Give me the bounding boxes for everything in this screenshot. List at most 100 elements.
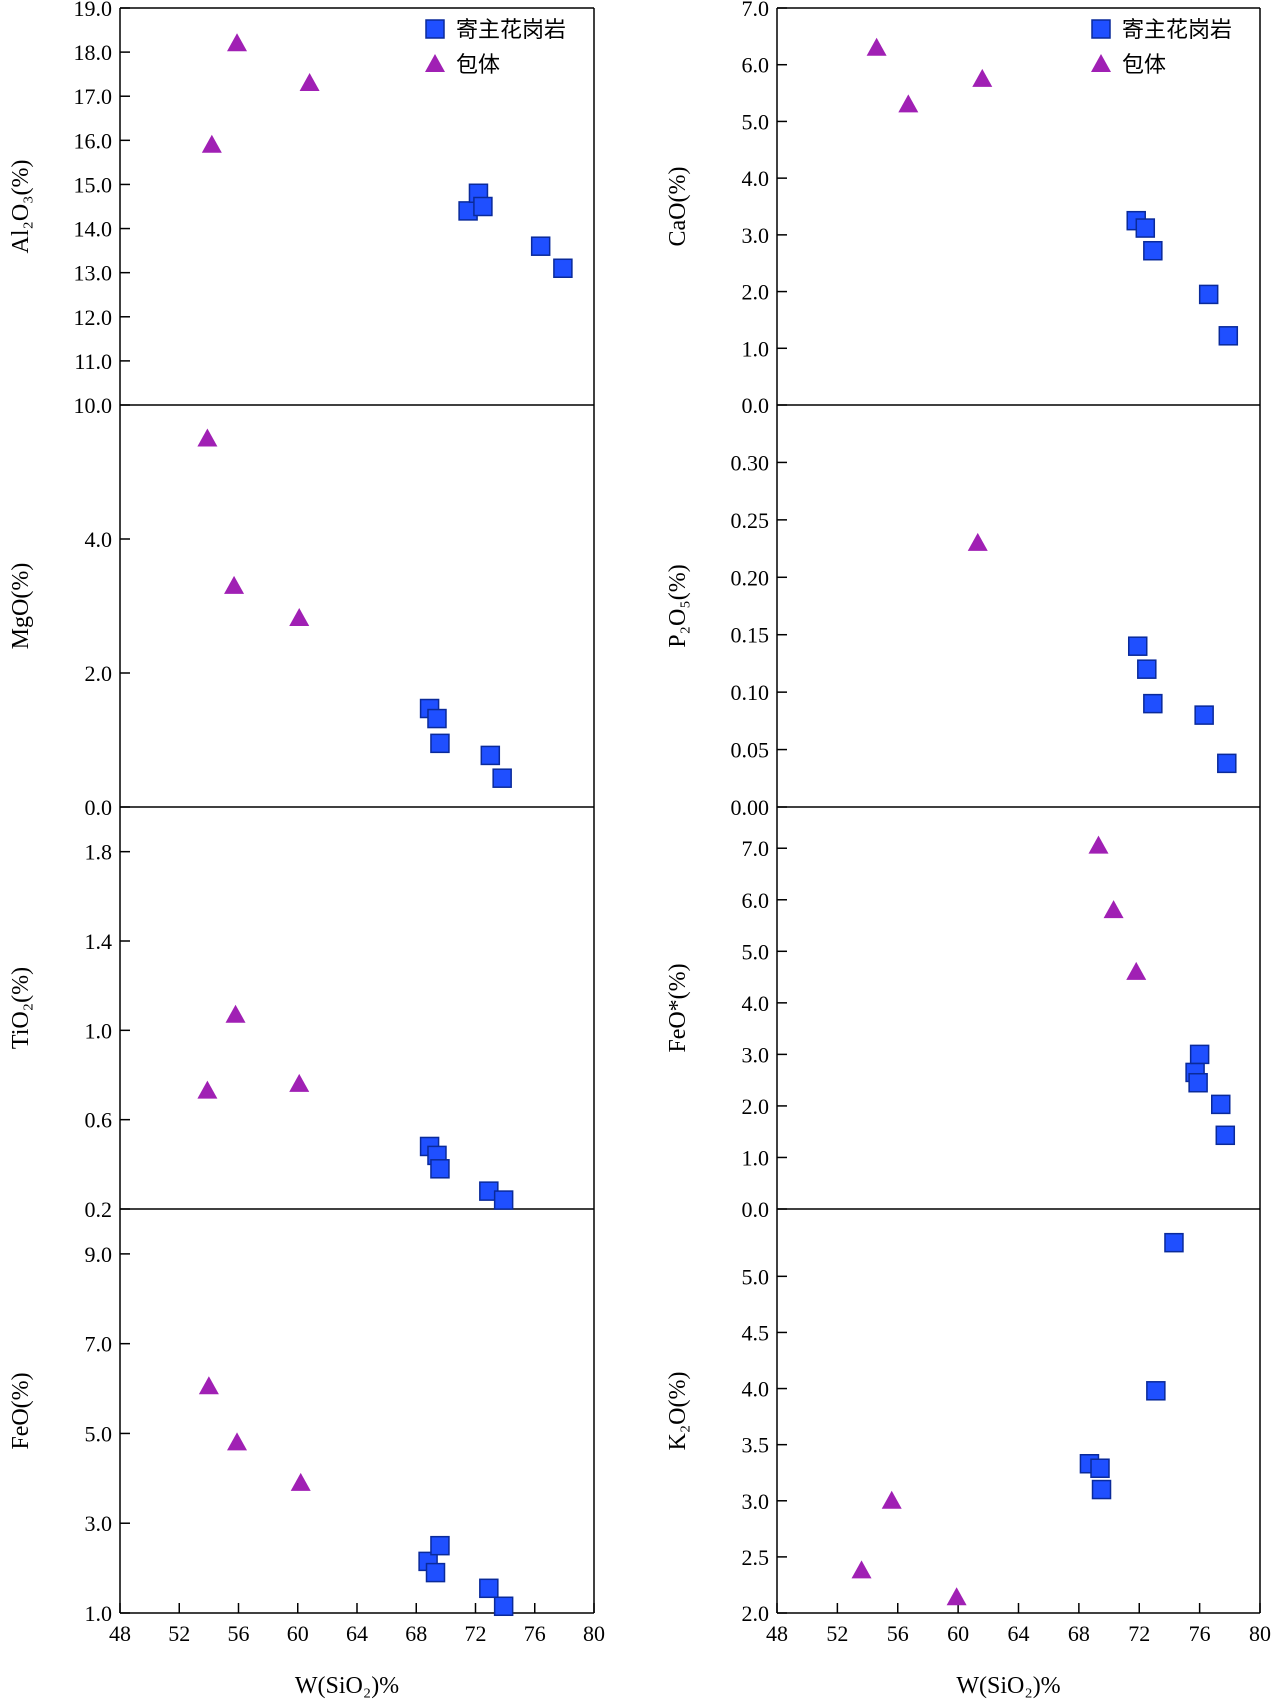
x-tick-label: 64 [1008,1621,1030,1646]
host-granite-point [1135,218,1156,238]
x-tick-label: 72 [465,1621,487,1646]
x-tick-label: 76 [1189,1621,1211,1646]
y-tick-label: 15.0 [74,172,113,197]
y-axis-title: P₂O₅(%) [665,564,691,647]
y-tick-label: 7.0 [742,0,770,21]
y-tick-label: 0.0 [742,1197,770,1222]
host-granite-point [492,768,512,788]
host-granite-point [1215,1125,1236,1146]
x-tick-label: 68 [405,1621,427,1646]
enclave-point [198,1376,219,1395]
host-granite-point [1143,693,1163,714]
y-axis-title: MgO(%) [8,563,34,650]
y-axis-title: TiO₂(%) [8,967,34,1049]
y-tick-label: 18.0 [74,40,113,65]
legend-label: 寄主花岗岩 [1122,18,1232,43]
x-tick-label: 48 [109,1621,131,1646]
x-tick-label: 56 [887,1621,909,1646]
legend-square-icon [1091,19,1111,39]
enclave-point [197,428,218,447]
enclave-point [289,1073,310,1092]
enclave-point [289,608,310,627]
y-tick-label: 0.6 [85,1108,113,1133]
x-tick-label: 76 [524,1621,546,1646]
y-tick-label: 1.0 [742,336,770,361]
y-tick-label: 0.10 [731,680,770,705]
y-tick-label: 2.0 [742,280,770,305]
y-tick-label: 0.00 [731,795,770,820]
host-granite-point [493,1596,514,1617]
y-tick-label: 11.0 [74,349,112,374]
y-tick-label: 5.0 [85,1421,113,1446]
y-tick-label: 0.05 [731,738,770,763]
enclave-point [1103,900,1124,919]
x-tick-label: 68 [1068,1621,1090,1646]
y-tick-label: 0.20 [731,565,770,590]
y-axis-title: Al₂O₃(%) [8,159,34,253]
host-granite-point [1091,1479,1112,1500]
x-tick-label: 64 [346,1621,368,1646]
enclave-point [201,134,222,153]
x-tick-label: 80 [1249,1621,1271,1646]
host-granite-point [1127,636,1148,656]
legend-label: 包体 [1122,53,1166,78]
y-tick-label: 0.0 [85,795,113,820]
enclave-point [967,532,988,551]
y-tick-label: 3.5 [742,1433,770,1458]
host-granite-point [1090,1458,1110,1478]
host-granite-point [1188,1072,1208,1093]
y-tick-label: 0.0 [742,393,770,418]
x-tick-label: 52 [168,1621,190,1646]
enclave-point [227,1432,248,1451]
host-granite-point [1217,753,1237,774]
y-tick-label: 6.0 [742,888,770,913]
host-granite-point [530,236,551,256]
host-granite-point [1146,1381,1166,1401]
x-tick-label: 60 [947,1621,969,1646]
y-tick-label: 1.0 [742,1145,770,1170]
legend-triangle-icon [425,54,445,72]
y-axis-title: K₂O(%) [665,1371,691,1450]
x-tick-label: 48 [766,1621,788,1646]
enclave-point [290,1472,311,1491]
enclave-point [866,37,887,56]
x-tick-label: 56 [228,1621,250,1646]
y-tick-label: 0.25 [731,508,770,533]
y-tick-label: 2.0 [742,1601,770,1626]
enclave-point [898,94,919,113]
host-granite-point [480,745,501,766]
y-tick-label: 1.0 [85,1018,113,1043]
host-granite-point [553,258,573,279]
y-tick-label: 3.0 [742,223,770,248]
enclave-point [851,1560,872,1579]
y-tick-label: 14.0 [74,217,113,242]
host-granite-point [473,196,493,217]
y-tick-label: 6.0 [742,53,770,78]
host-granite-point [1143,240,1163,261]
y-tick-label: 3.0 [742,1042,770,1067]
y-tick-label: 3.0 [742,1489,770,1514]
host-granite-point [1194,705,1214,725]
x-axis-title: W(SiO₂)% [956,1673,1060,1699]
y-tick-label: 4.0 [742,1377,770,1402]
y-tick-label: 0.30 [731,450,770,475]
host-granite-point [1218,326,1239,346]
host-granite-point [425,1562,446,1583]
enclave-point [224,575,245,594]
y-tick-label: 9.0 [85,1242,113,1267]
y-tick-label: 2.0 [742,1094,770,1119]
enclave-point [225,1004,246,1023]
x-axis-title: W(SiO₂)% [295,1673,399,1699]
enclave-point [1126,961,1147,980]
legend-triangle-icon [1091,54,1111,72]
host-granite-point [479,1578,499,1599]
y-tick-label: 10.0 [74,393,113,418]
host-granite-point [430,733,450,754]
y-axis-title: FeO*(%) [665,963,691,1052]
x-tick-label: 60 [287,1621,309,1646]
legend-square-icon [425,19,445,39]
y-tick-label: 4.5 [742,1320,770,1345]
host-granite-point [430,1535,450,1556]
y-tick-label: 2.0 [85,661,113,686]
enclave-point [227,33,248,52]
